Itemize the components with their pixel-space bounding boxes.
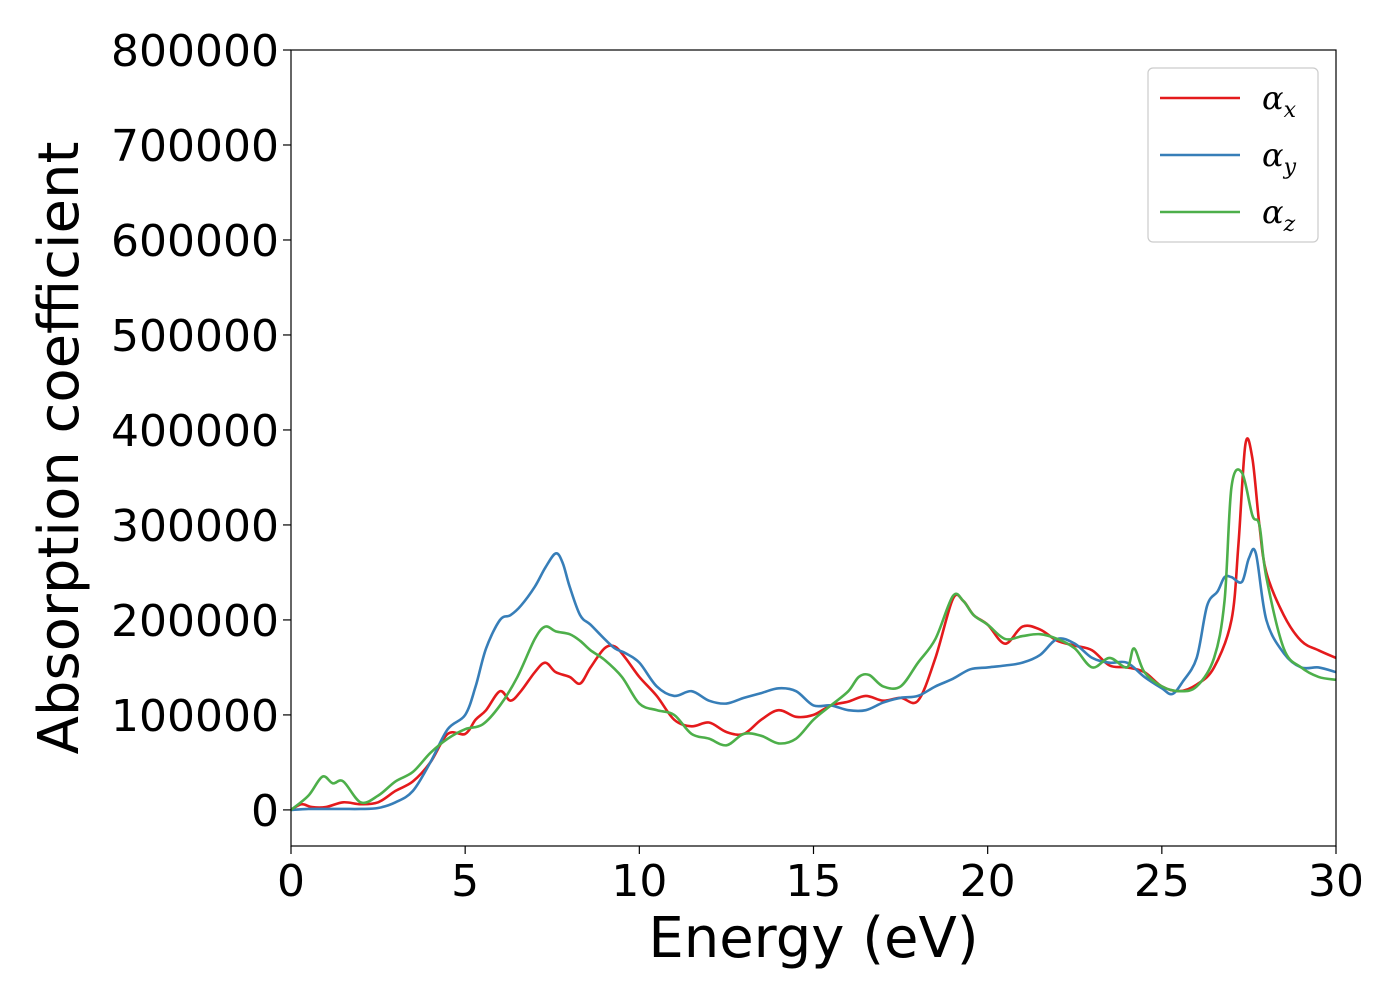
x-tick-label: 25 (1134, 856, 1190, 907)
x-tick-label: 10 (611, 856, 667, 907)
y-tick-label: 200000 (111, 596, 279, 647)
series-line-alpha-y (291, 547, 1336, 812)
y-tick-label: 500000 (111, 311, 279, 362)
x-tick-label: 15 (786, 856, 842, 907)
y-tick-label: 100000 (111, 691, 279, 742)
x-axis: 0 5 10 15 20 25 30 (277, 846, 1364, 907)
x-tick-label: 5 (451, 856, 479, 907)
y-tick-label: 0 (251, 786, 279, 837)
x-tick-label: 30 (1308, 856, 1364, 907)
x-tick-label: 20 (960, 856, 1016, 907)
x-tick-label: 0 (277, 856, 305, 907)
y-tick-label: 300000 (111, 501, 279, 552)
y-tick-label: 600000 (111, 216, 279, 267)
y-axis: 0 100000 200000 300000 400000 500000 600000 700… (111, 26, 291, 837)
y-tick-label: 400000 (111, 406, 279, 457)
y-tick-label: 700000 (111, 121, 279, 172)
y-axis-label: Absorption coefficient (27, 142, 92, 755)
series-line-alpha-z (291, 468, 1336, 811)
y-tick-label: 800000 (111, 26, 279, 77)
series-lines (291, 437, 1336, 812)
x-axis-label: Energy (eV) (648, 906, 978, 971)
series-line-alpha-x (291, 437, 1336, 812)
